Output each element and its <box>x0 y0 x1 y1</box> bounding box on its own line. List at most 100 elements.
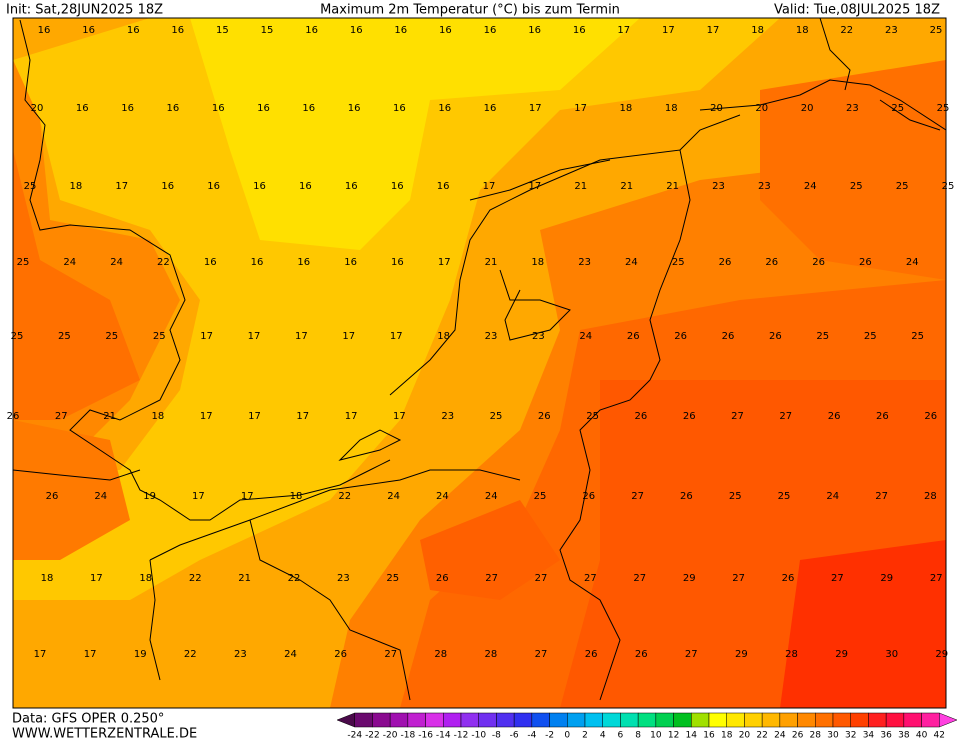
color-bar-arrow <box>939 712 958 728</box>
temperature-label: 27 <box>731 411 744 422</box>
temperature-label: 16 <box>82 25 95 36</box>
temperature-label: 18 <box>620 103 633 114</box>
temperature-label: 16 <box>345 181 358 192</box>
color-bar-box <box>531 712 550 728</box>
temperature-label: 27 <box>831 573 844 584</box>
color-bar-label: 28 <box>810 731 822 741</box>
coastlines <box>12 17 947 701</box>
temperature-label: 27 <box>535 649 548 660</box>
temperature-label: 29 <box>935 649 948 660</box>
temperature-label: 23 <box>234 649 247 660</box>
color-bar-box <box>513 712 533 728</box>
temperature-label: 16 <box>167 103 180 114</box>
temperature-label: 26 <box>765 257 778 268</box>
color-bar-box <box>584 712 603 728</box>
temperature-label: 16 <box>204 257 217 268</box>
color-bar-label: 36 <box>880 731 892 741</box>
color-bar-box <box>407 712 426 728</box>
temperature-label: 24 <box>94 491 107 502</box>
temperature-label: 16 <box>484 103 497 114</box>
temperature-label: 17 <box>707 25 720 36</box>
temperature-label: 18 <box>665 103 678 114</box>
temperature-field <box>13 18 946 708</box>
color-bar-box <box>372 712 391 728</box>
color-bar-label: 40 <box>916 731 928 741</box>
temperature-label: 21 <box>238 573 251 584</box>
color-bar-label: 0 <box>564 731 570 741</box>
temperature-label: 22 <box>338 491 351 502</box>
temperature-label: 19 <box>143 491 156 502</box>
temperature-label: 18 <box>290 491 303 502</box>
temperature-label: 16 <box>438 103 451 114</box>
temperature-label: 26 <box>719 257 732 268</box>
temperature-label: 16 <box>348 103 361 114</box>
temperature-label: 17 <box>90 573 103 584</box>
temperature-label: 19 <box>134 649 147 660</box>
temperature-label: 28 <box>485 649 498 660</box>
valid-time: Valid: Tue,08JUL2025 18Z <box>774 3 940 18</box>
color-bar-label: 22 <box>756 731 767 741</box>
temperature-label: 17 <box>248 411 261 422</box>
color-bar-box <box>832 712 851 728</box>
color-bar-box <box>744 712 763 728</box>
temperature-label: 26 <box>828 411 841 422</box>
temperature-label: 15 <box>261 25 274 36</box>
temperature-label: 17 <box>438 257 451 268</box>
temperature-label: 26 <box>582 491 595 502</box>
temperature-label: 22 <box>157 257 170 268</box>
temperature-label: 26 <box>627 331 640 342</box>
temperature-label: 16 <box>299 181 312 192</box>
temperature-label: 25 <box>534 491 547 502</box>
temperature-label: 17 <box>296 411 309 422</box>
color-bar-label: 20 <box>739 731 751 741</box>
color-bar-box <box>620 712 639 728</box>
temperature-label: 23 <box>885 25 898 36</box>
temperature-label: 23 <box>532 331 545 342</box>
temperature-label: 24 <box>387 491 400 502</box>
temperature-label: 25 <box>891 103 904 114</box>
temperature-label: 16 <box>437 181 450 192</box>
temperature-label: 21 <box>485 257 498 268</box>
temperature-label: 16 <box>127 25 140 36</box>
temperature-label: 18 <box>139 573 152 584</box>
temperature-label: 26 <box>683 411 696 422</box>
temperature-label: 26 <box>635 411 648 422</box>
temperature-label: 18 <box>70 181 83 192</box>
color-bar-label: 16 <box>703 731 715 741</box>
color-bar: -24 -22 -20 -18 -16 -14 -12 -10 -8 -6 -4 -2 0 2 4 6 8 10 1… <box>336 712 958 741</box>
temperature-label: 28 <box>924 491 937 502</box>
temperature-label: 23 <box>578 257 591 268</box>
temperature-label: 27 <box>631 491 644 502</box>
color-bar-label: -22 <box>365 731 380 741</box>
temperature-label: 30 <box>885 649 898 660</box>
temperature-label: 27 <box>535 573 548 584</box>
color-bar-arrow <box>336 712 355 728</box>
temperature-label: 16 <box>297 257 310 268</box>
temperature-label: 20 <box>710 103 723 114</box>
temperature-label: 25 <box>911 331 924 342</box>
temperature-label: 25 <box>58 331 71 342</box>
temperature-label: 25 <box>672 257 685 268</box>
temperature-label: 18 <box>41 573 54 584</box>
color-bar-label: 2 <box>582 731 588 741</box>
temperature-label: 26 <box>585 649 598 660</box>
temperature-label: 26 <box>876 411 889 422</box>
temperature-label: 15 <box>216 25 229 36</box>
temperature-label: 16 <box>253 181 266 192</box>
temperature-label: 16 <box>171 25 184 36</box>
color-bar-box <box>354 712 373 728</box>
temperature-label: 26 <box>924 411 937 422</box>
color-bar-box <box>903 712 922 728</box>
temperature-label: 16 <box>302 103 315 114</box>
color-bar-box <box>850 712 869 728</box>
temperature-label: 24 <box>579 331 592 342</box>
temperature-label: 17 <box>529 181 542 192</box>
color-bar-box <box>797 712 816 728</box>
temperature-label: 18 <box>152 411 165 422</box>
color-bar-box <box>567 712 586 728</box>
temperature-label: 16 <box>394 25 407 36</box>
temperature-label: 25 <box>586 411 599 422</box>
temperature-label: 26 <box>538 411 551 422</box>
temperature-label: 20 <box>755 103 768 114</box>
